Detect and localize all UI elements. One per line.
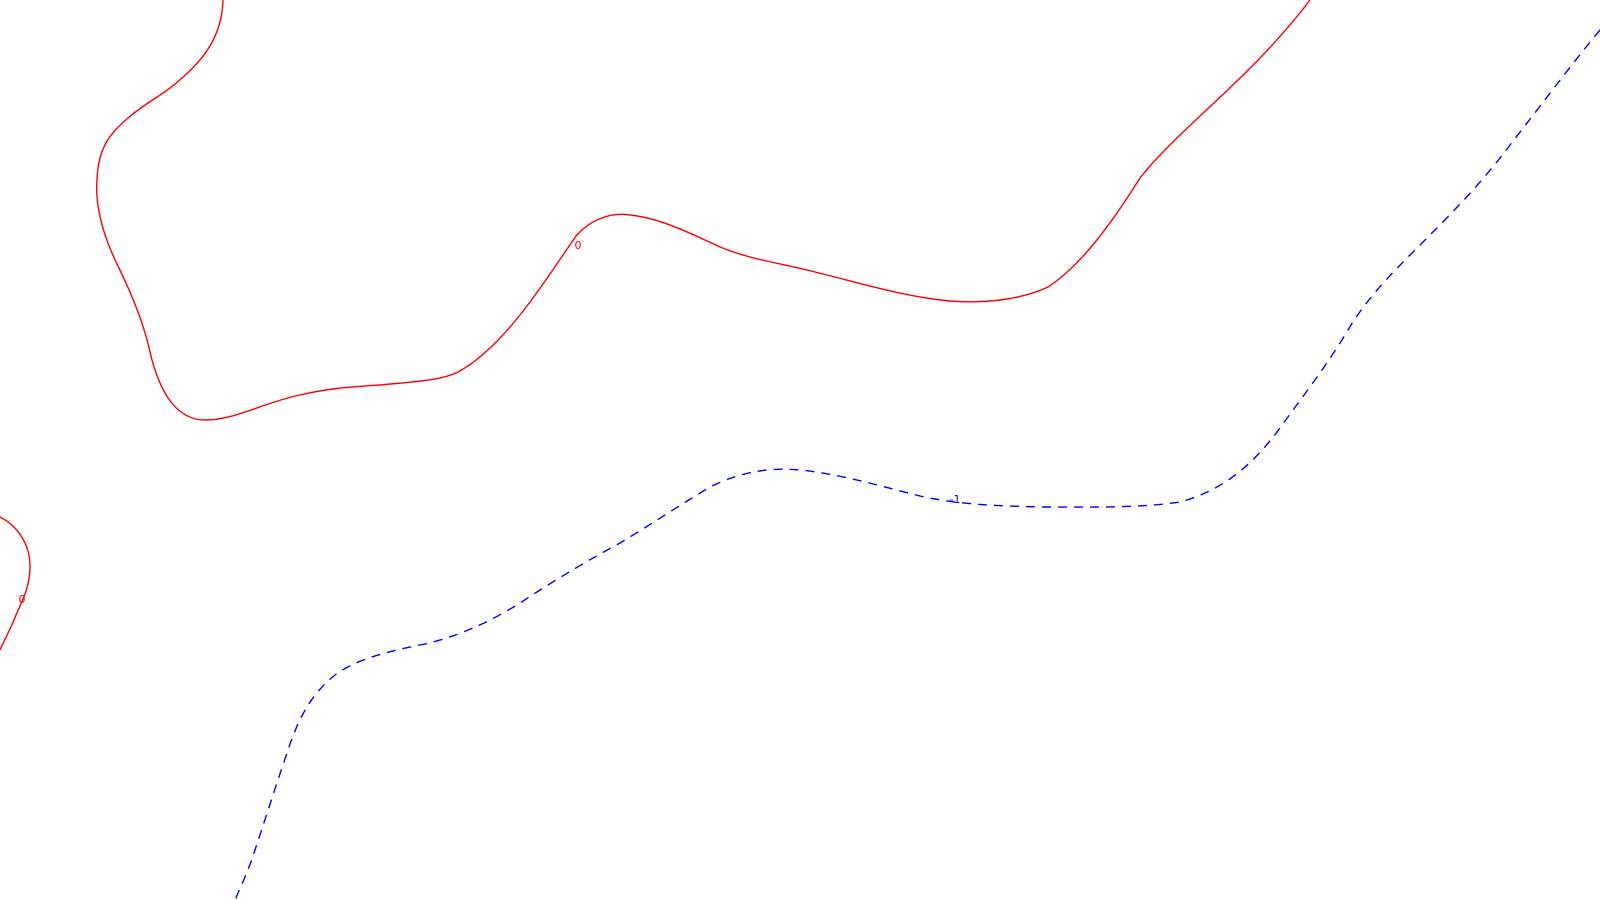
contour-label-level-0: 0: [19, 593, 26, 606]
contour-label-level-0: 0: [575, 239, 582, 252]
contour-line-level-minus-1: [234, 29, 1600, 900]
contour-label-level-minus-1: -1: [950, 493, 961, 506]
contour-line-level-0-main: [95, 0, 1311, 421]
contour-line-level-0-small: [0, 516, 31, 651]
